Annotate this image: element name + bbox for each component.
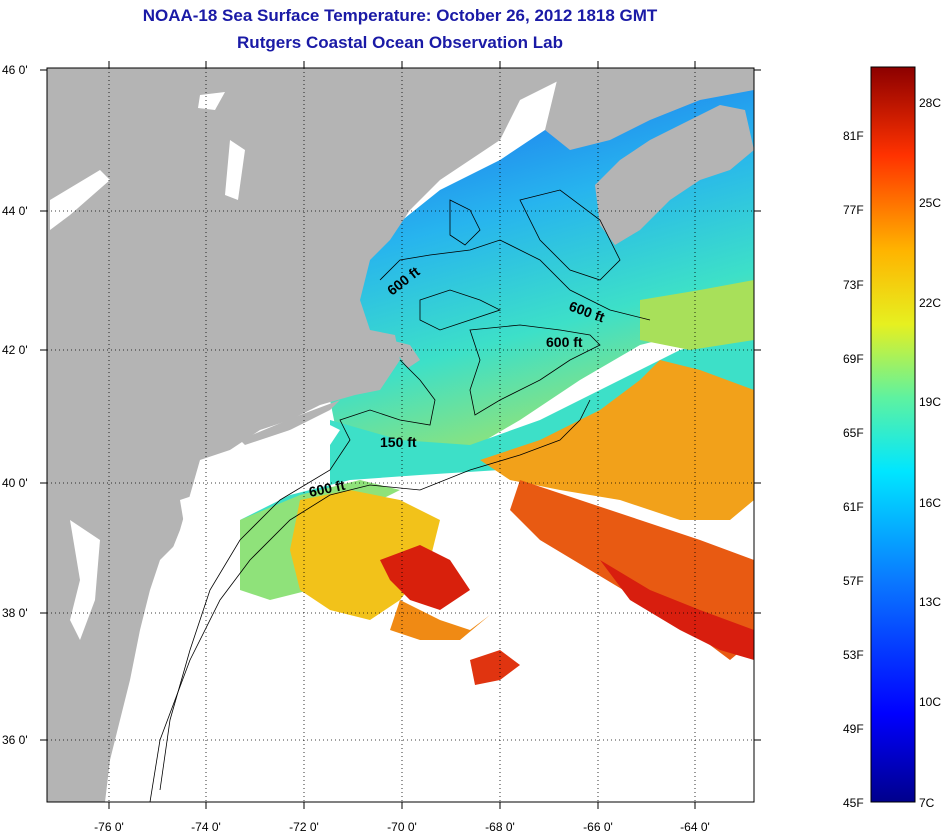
lat-label-38: 38 0': [2, 606, 28, 620]
lon-label-72: -72 0': [289, 820, 319, 834]
lat-label-46: 46 0': [2, 63, 28, 77]
colorbar: [870, 66, 916, 803]
contour-scotian-shelf: [519, 189, 621, 281]
lat-label-44: 44 0': [2, 204, 28, 218]
cb-f-69: 69F: [843, 352, 864, 366]
cb-c-19: 19C: [919, 395, 941, 409]
lon-label-66: -66 0': [583, 820, 613, 834]
lake-champlain: [50, 170, 110, 230]
land-long-island: [240, 400, 340, 450]
sst-hot-edge: [600, 560, 754, 660]
sst-warm-water: [480, 360, 754, 520]
lat-label-36: 36 0': [2, 733, 28, 747]
lat-label-42: 42 0': [2, 343, 28, 357]
lon-label-76: -76 0': [94, 820, 124, 834]
lon-label-68: -68 0': [485, 820, 515, 834]
cb-f-65: 65F: [843, 426, 864, 440]
cb-c-16: 16C: [919, 496, 941, 510]
contour-600ft-shelf-edge: [149, 399, 591, 802]
cb-f-61: 61F: [843, 500, 864, 514]
lon-label-64: -64 0': [680, 820, 710, 834]
cb-c-13: 13C: [919, 595, 941, 609]
lake-1: [198, 92, 225, 110]
cb-f-81: 81F: [843, 129, 864, 143]
cb-f-45: 45F: [843, 796, 864, 810]
contour-gulf-maine-2: [419, 289, 502, 331]
sst-green-edge: [640, 280, 754, 350]
depth-contours: [149, 189, 651, 802]
sst-hot-patch-south: [380, 545, 470, 610]
chart-subtitle: Rutgers Coastal Ocean Observation Lab: [237, 33, 563, 52]
cb-f-73: 73F: [843, 278, 864, 292]
cb-c-22: 22C: [919, 296, 941, 310]
chart-title: NOAA-18 Sea Surface Temperature: October…: [142, 6, 658, 25]
contour-label-600ft-3: 600 ft: [546, 334, 583, 350]
cb-c-28: 28C: [919, 96, 941, 110]
lon-label-74: -74 0': [191, 820, 221, 834]
coastal-no-data: [110, 420, 340, 802]
cb-c-25: 25C: [919, 196, 941, 210]
land-north-america: [47, 68, 560, 802]
lat-label-40: 40 0': [2, 476, 28, 490]
contour-150ft: [159, 359, 436, 791]
lon-label-70: -70 0': [387, 820, 417, 834]
map-frame: [46, 67, 755, 803]
lake-2: [225, 140, 245, 200]
sst-cool-water: [240, 330, 754, 570]
sst-hot-patch-3: [470, 650, 520, 685]
land-nova-scotia: [595, 105, 754, 245]
land-cape-cod: [390, 340, 420, 368]
chesapeake-bay: [70, 520, 100, 640]
cb-f-77: 77F: [843, 203, 864, 217]
colorbar-fahrenheit-labels: 81F 77F 73F 69F 65F 61F 57F 53F 49F 45F: [843, 129, 864, 810]
cb-f-49: 49F: [843, 722, 864, 736]
colorbar-celsius-labels: 28C 25C 22C 19C 16C 13C 10C 7C: [919, 96, 941, 810]
map-plot-area: [47, 68, 754, 802]
contour-gulf-maine-3: [449, 199, 481, 246]
cb-c-7: 7C: [919, 796, 935, 810]
cb-c-10: 10C: [919, 695, 941, 709]
land-maritimes: [545, 68, 754, 150]
contour-georges-bank: [469, 324, 601, 416]
cb-f-57: 57F: [843, 574, 864, 588]
cb-f-53: 53F: [843, 648, 864, 662]
sst-warm-patch-2: [390, 600, 490, 640]
contour-label-150ft: 150 ft: [380, 434, 417, 450]
axis-ticks: [40, 61, 761, 809]
contour-label-600ft-4: 600 ft: [307, 477, 346, 500]
